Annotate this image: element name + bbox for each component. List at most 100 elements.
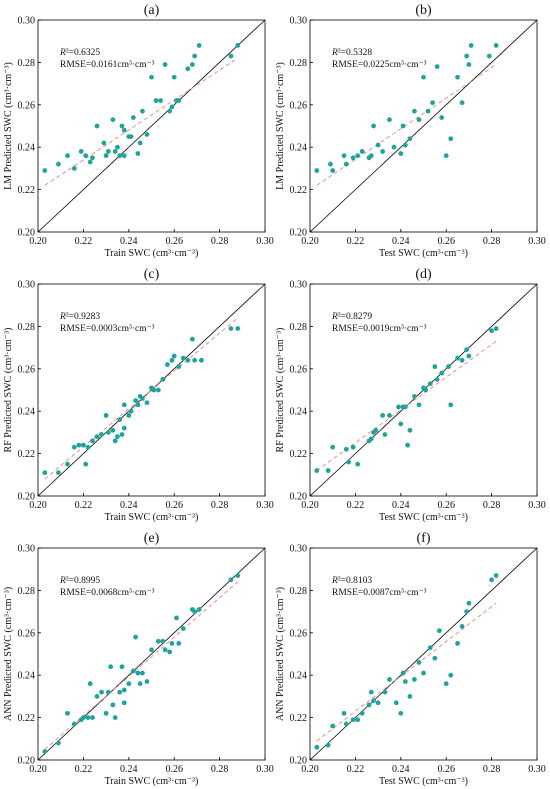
y-tick-label: 0.24 — [290, 407, 308, 418]
data-point — [387, 413, 392, 418]
y-tick-label: 0.24 — [290, 671, 308, 682]
data-point — [117, 689, 123, 695]
data-point — [71, 721, 77, 727]
data-point — [368, 436, 374, 442]
r2-annotation: R²=0.8995 — [59, 576, 100, 586]
data-point — [126, 413, 132, 418]
data-point — [108, 664, 114, 670]
data-point — [94, 123, 100, 129]
data-point — [448, 672, 454, 678]
x-tick-label: 0.28 — [483, 500, 501, 511]
data-point — [103, 413, 109, 418]
data-point — [117, 153, 123, 159]
x-tick-label: 0.26 — [437, 764, 455, 775]
data-point — [176, 98, 182, 103]
x-tick-label: 0.22 — [75, 236, 93, 247]
rmse-annotation: RMSE=0.0003cm³·cm⁻³ — [60, 324, 155, 334]
data-point — [87, 159, 93, 165]
y-tick-label: 0.28 — [18, 586, 36, 597]
y-tick-label: 0.26 — [290, 364, 308, 375]
data-point — [400, 670, 406, 676]
data-point — [78, 149, 84, 154]
y-tick-label: 0.20 — [290, 228, 308, 239]
data-point — [135, 402, 141, 408]
data-point — [359, 149, 365, 154]
data-point — [439, 370, 445, 376]
data-point — [81, 715, 86, 720]
y-tick-label: 0.30 — [290, 16, 308, 27]
y-tick-label: 0.22 — [18, 449, 36, 460]
data-point — [174, 615, 179, 621]
y-tick-label: 0.22 — [18, 185, 36, 196]
data-point — [455, 74, 460, 80]
data-point — [171, 74, 177, 80]
data-point — [90, 715, 95, 720]
data-point — [464, 609, 470, 614]
data-point — [380, 413, 386, 418]
y-axis-title: RF Predicted SWC (cm³·cm⁻³) — [3, 328, 14, 453]
x-tick-label: 0.20 — [301, 500, 319, 511]
data-point — [90, 438, 95, 444]
data-point — [121, 687, 127, 693]
data-point — [112, 715, 118, 720]
data-point — [192, 53, 198, 59]
data-point — [423, 387, 429, 393]
data-point — [355, 717, 361, 723]
data-point — [314, 168, 320, 173]
chart-panel: (b) 0.20 0.22 0.24 0.26 0.28 0.30 0.20 0.22 0.24 0… — [275, 3, 546, 259]
data-point — [76, 442, 82, 448]
y-axis-title: ANN Predicted SWC (cm³·cm⁻³) — [275, 587, 286, 721]
data-point — [314, 744, 320, 750]
data-point — [119, 664, 125, 670]
y-tick-label: 0.30 — [290, 544, 308, 555]
data-point — [434, 377, 440, 382]
x-tick-label: 0.28 — [211, 764, 229, 775]
data-point — [103, 153, 109, 159]
data-point — [192, 357, 198, 363]
data-point — [137, 681, 143, 687]
x-axis-title: Train SWC (cm³·cm⁻³) — [105, 248, 199, 259]
data-point — [71, 166, 77, 171]
data-point — [162, 647, 168, 653]
data-point — [121, 127, 127, 133]
chart-panel: (a) 0.20 0.22 0.24 0.26 0.28 0.30 0.20 0.22 0.24 0… — [3, 3, 274, 259]
data-point — [94, 694, 100, 699]
data-point — [180, 355, 186, 361]
panel-label: (f) — [417, 531, 431, 546]
y-tick-label: 0.26 — [290, 628, 308, 639]
x-tick-label: 0.20 — [301, 764, 319, 775]
data-point — [464, 53, 470, 59]
data-point — [151, 387, 157, 393]
data-point — [407, 427, 413, 433]
y-tick-label: 0.26 — [18, 628, 36, 639]
data-point — [346, 459, 351, 465]
y-tick-label: 0.26 — [18, 364, 36, 375]
data-point — [110, 702, 116, 708]
rmse-annotation: RMSE=0.0068cm³·cm⁻³ — [60, 588, 155, 598]
r2-annotation: R²=0.8103 — [331, 576, 372, 586]
data-point — [416, 117, 422, 123]
y-tick-label: 0.24 — [18, 143, 36, 154]
data-point — [105, 149, 111, 154]
data-point — [368, 153, 374, 159]
x-axis-title: Test SWC (cm³·cm⁻³) — [379, 248, 468, 259]
data-point — [387, 117, 392, 123]
r2-annotation: R²=0.5328 — [331, 48, 372, 58]
data-point — [112, 438, 118, 444]
plot-frame — [37, 547, 266, 761]
data-point — [343, 161, 349, 167]
y-tick-label: 0.26 — [18, 100, 36, 111]
y-tick-label: 0.30 — [18, 544, 36, 555]
y-tick-label: 0.20 — [18, 756, 36, 767]
data-point — [140, 108, 145, 114]
x-tick-label: 0.26 — [165, 500, 183, 511]
x-tick-label: 0.30 — [528, 500, 546, 511]
data-point — [375, 700, 381, 706]
data-point — [126, 681, 132, 687]
data-point — [325, 468, 331, 473]
x-tick-label: 0.30 — [256, 236, 274, 247]
x-tick-label: 0.22 — [75, 500, 93, 511]
data-point — [71, 444, 77, 450]
data-point — [466, 353, 472, 359]
